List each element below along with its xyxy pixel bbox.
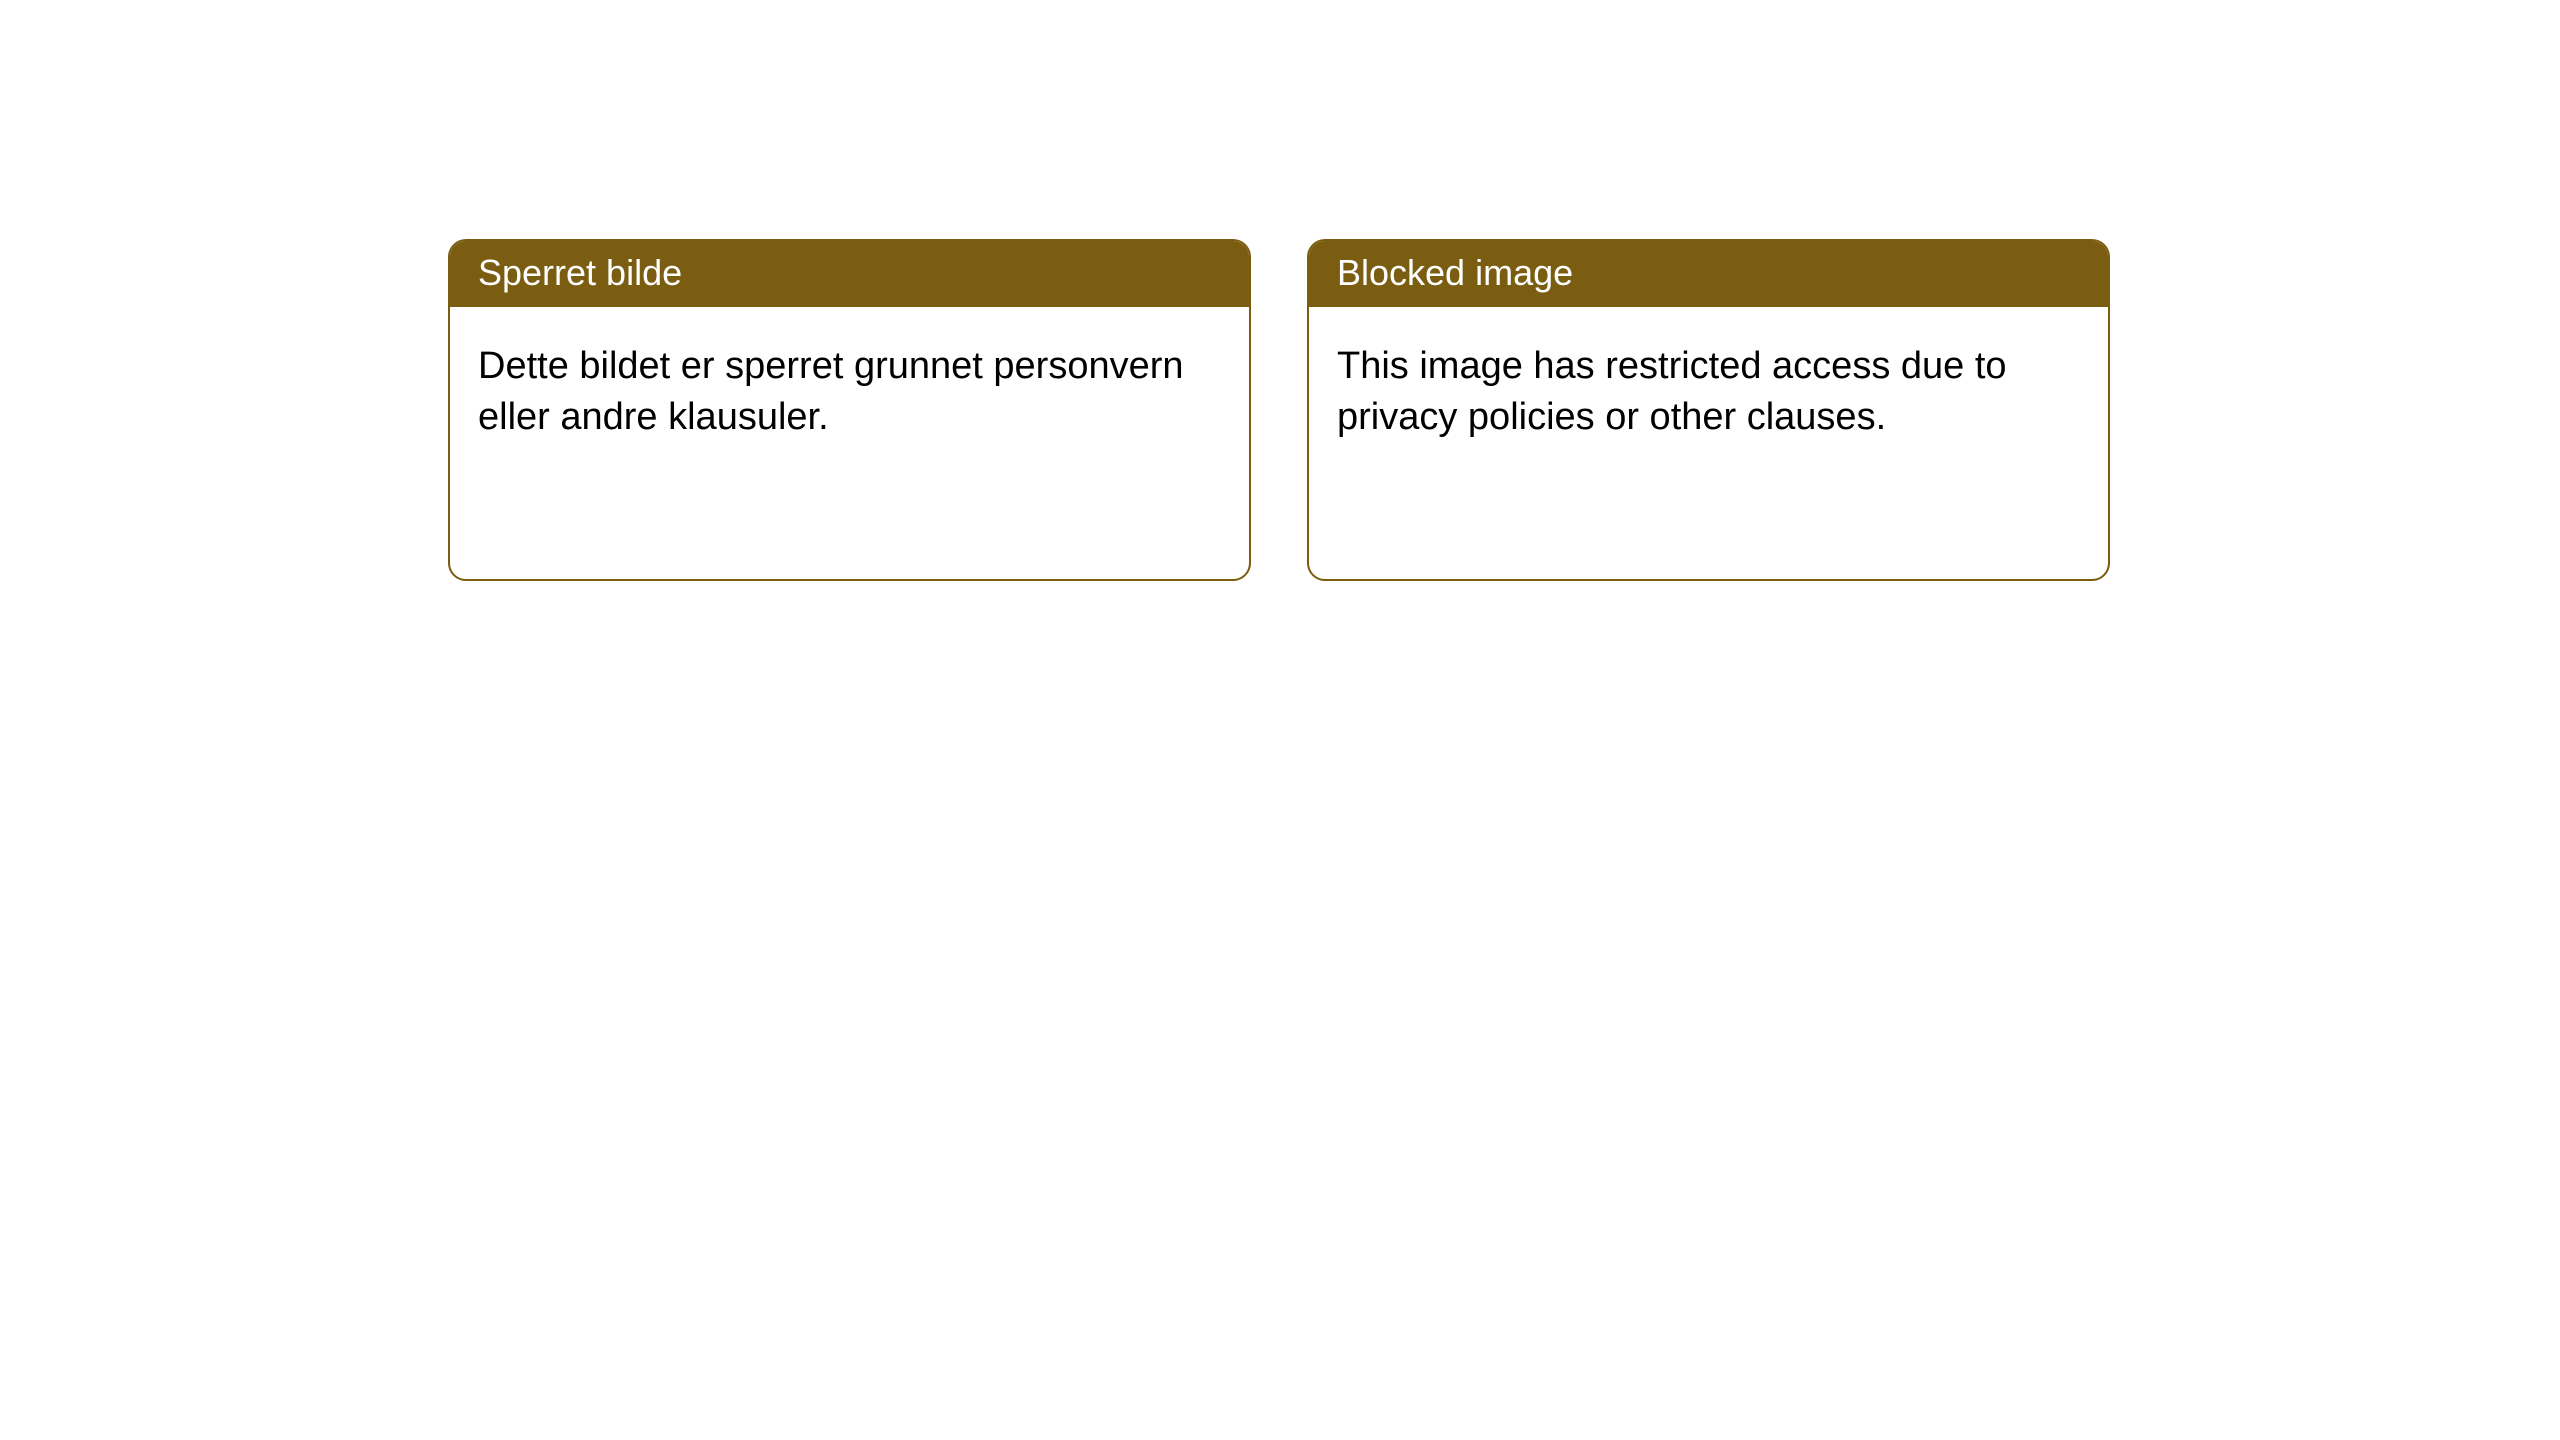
card-header: Blocked image bbox=[1309, 241, 2108, 307]
card-message: Dette bildet er sperret grunnet personve… bbox=[478, 341, 1221, 444]
cards-container: Sperret bilde Dette bildet er sperret gr… bbox=[0, 0, 2560, 581]
blocked-image-card-no: Sperret bilde Dette bildet er sperret gr… bbox=[448, 239, 1251, 581]
card-body: This image has restricted access due to … bbox=[1309, 307, 2108, 579]
card-body: Dette bildet er sperret grunnet personve… bbox=[450, 307, 1249, 579]
card-message: This image has restricted access due to … bbox=[1337, 341, 2080, 444]
blocked-image-card-en: Blocked image This image has restricted … bbox=[1307, 239, 2110, 581]
card-title: Sperret bilde bbox=[478, 252, 682, 293]
card-title: Blocked image bbox=[1337, 252, 1573, 293]
card-header: Sperret bilde bbox=[450, 241, 1249, 307]
